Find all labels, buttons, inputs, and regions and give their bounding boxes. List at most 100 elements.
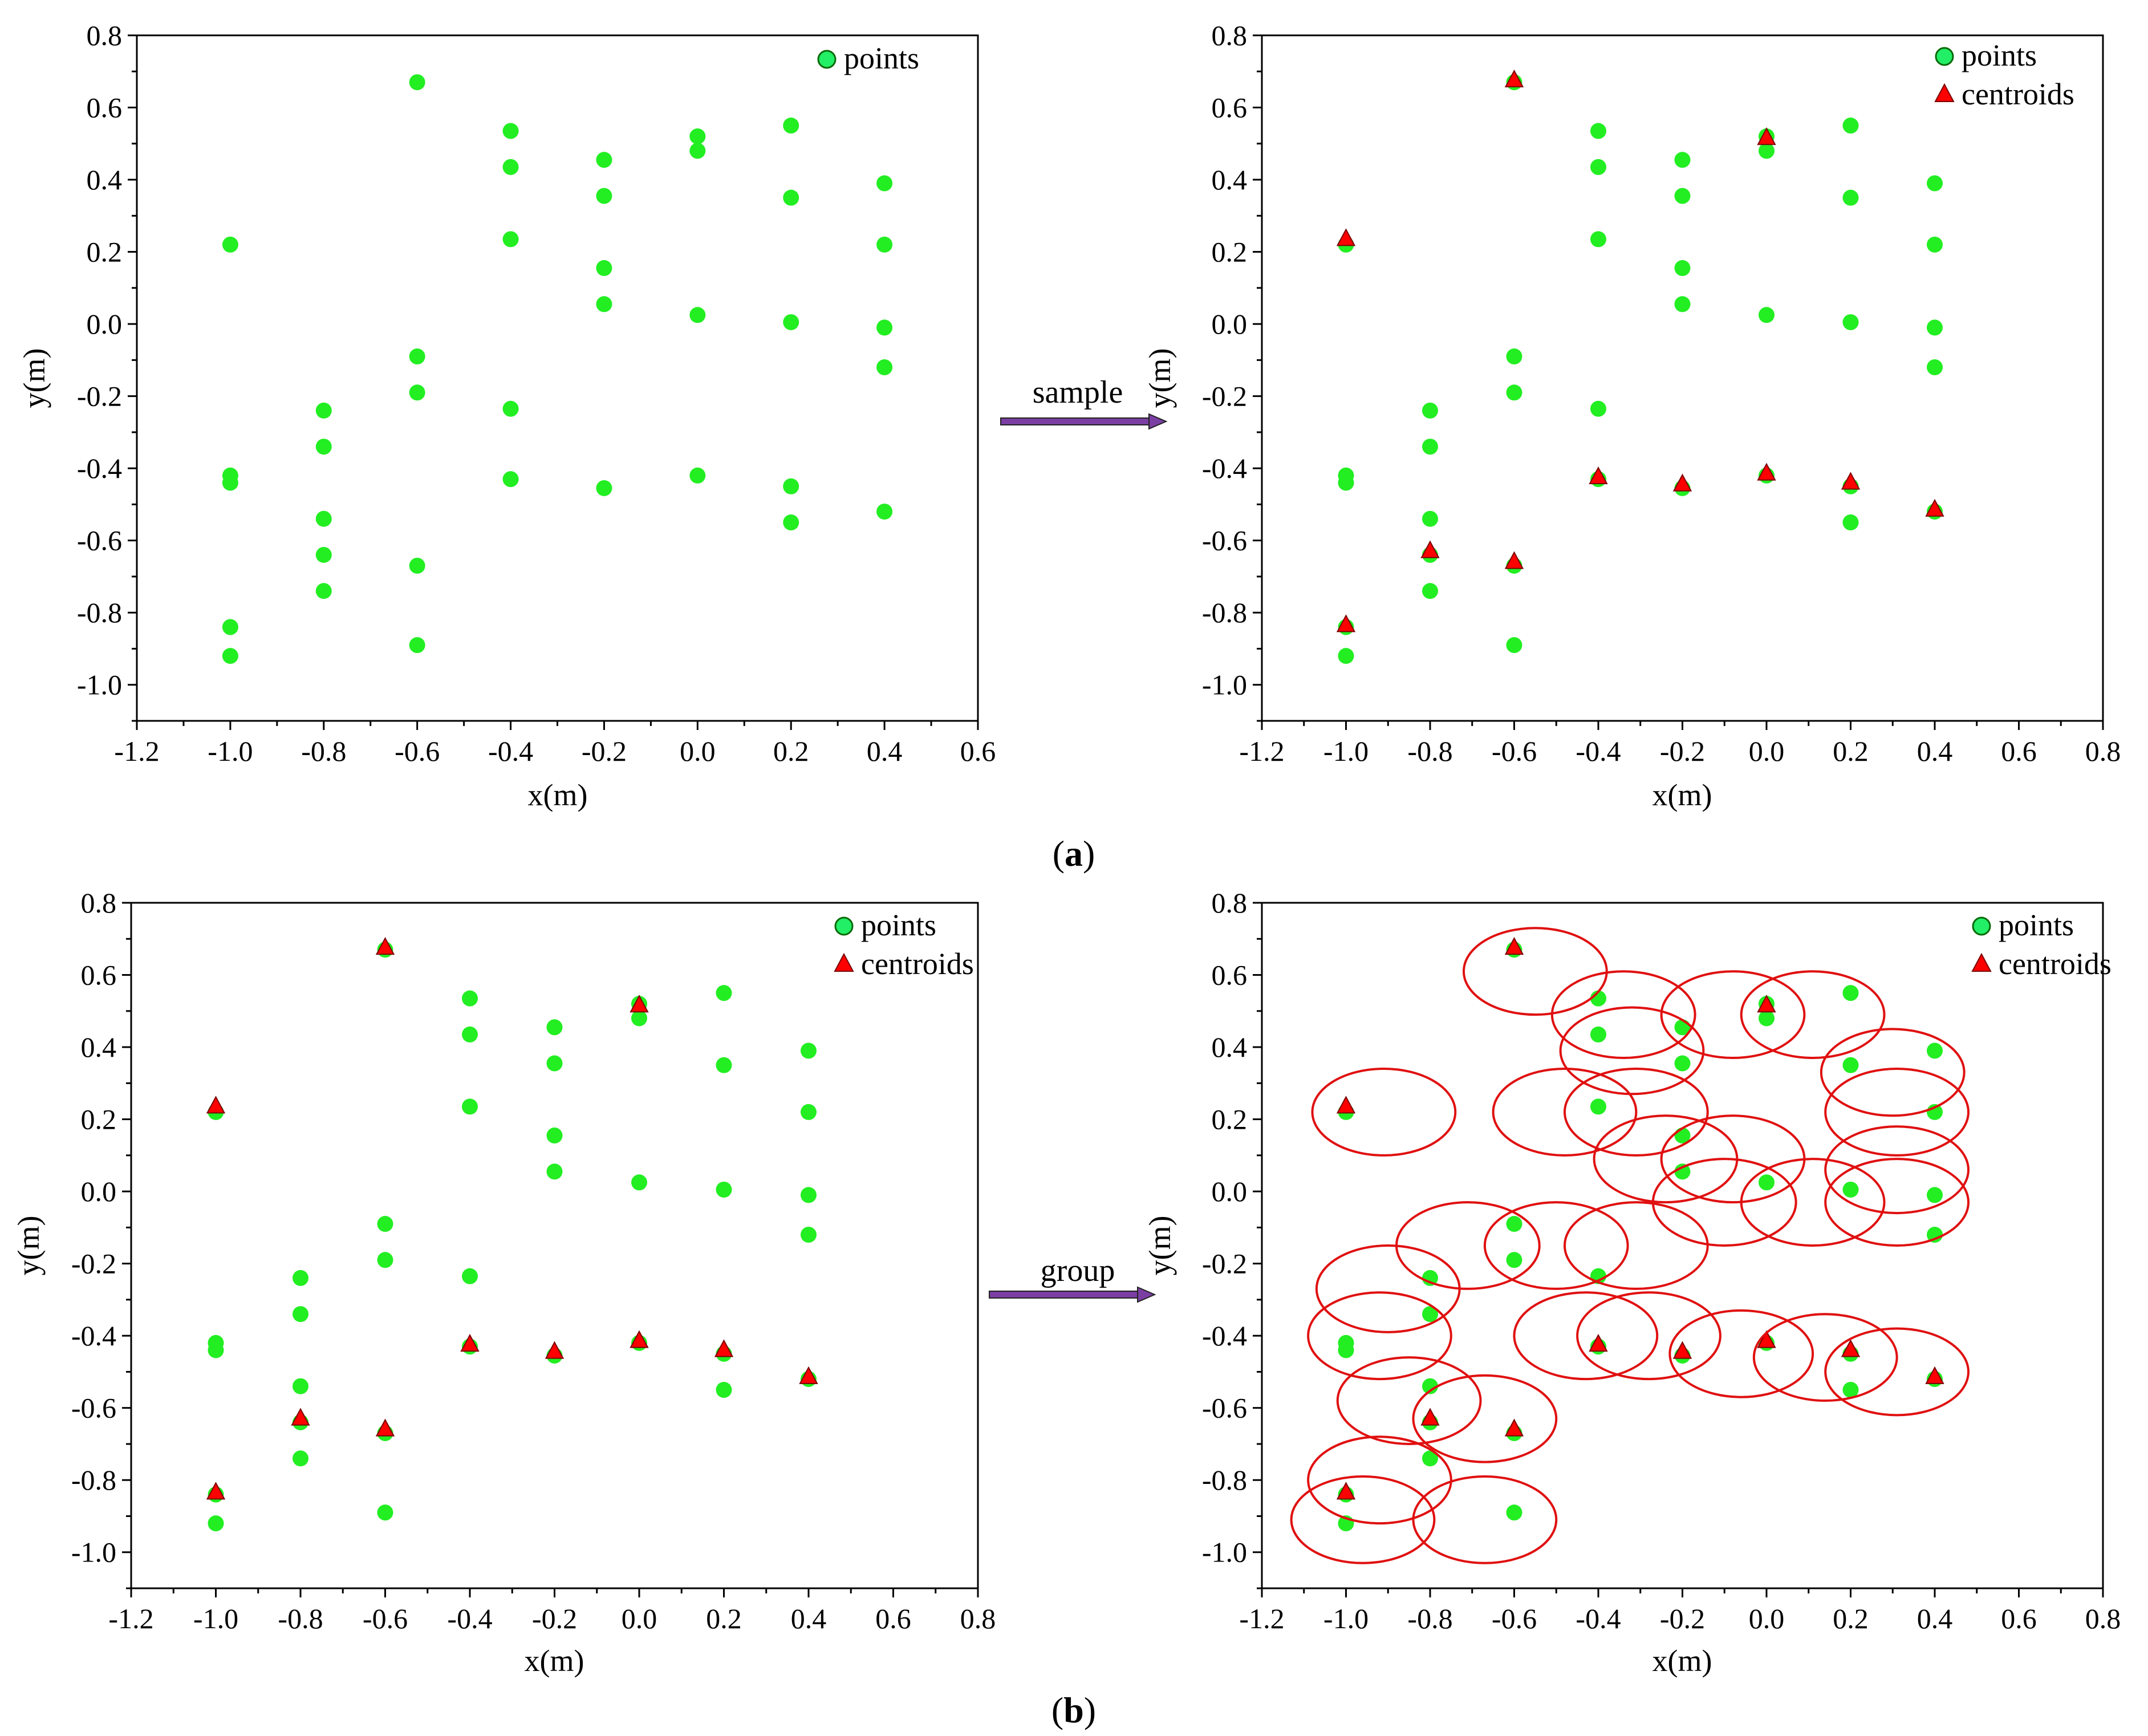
x-tick-label: 0.6 bbox=[875, 1603, 911, 1634]
centroid-marker bbox=[1336, 614, 1356, 632]
data-point bbox=[596, 188, 612, 204]
data-point bbox=[1759, 1010, 1775, 1027]
group-ellipse bbox=[1564, 1201, 1709, 1290]
data-point bbox=[1759, 307, 1775, 323]
legend-points-marker bbox=[834, 916, 854, 936]
group-ellipse bbox=[1740, 1158, 1886, 1247]
legend-points-label: points bbox=[844, 41, 919, 75]
data-point bbox=[1422, 1306, 1438, 1323]
data-point bbox=[1590, 1026, 1606, 1043]
x-axis-label: x(m) bbox=[525, 1644, 584, 1678]
y-tick-label: 0.0 bbox=[81, 1175, 117, 1207]
group-ellipse bbox=[1824, 1158, 1970, 1247]
x-tick-label: -0.2 bbox=[1660, 1603, 1705, 1634]
data-point bbox=[546, 1019, 563, 1036]
legend-points-marker bbox=[1935, 47, 1954, 66]
y-tick-label: -0.2 bbox=[1202, 380, 1247, 412]
group-ellipse bbox=[1668, 1309, 1814, 1398]
y-tick-label: -1.0 bbox=[71, 1536, 116, 1568]
y-tick-label: 0.8 bbox=[1212, 19, 1248, 51]
x-tick-label: -1.0 bbox=[208, 735, 253, 767]
plot-frame bbox=[1261, 34, 2104, 722]
data-point bbox=[1338, 474, 1354, 491]
data-point bbox=[1590, 123, 1606, 139]
legend-centroids-marker bbox=[834, 952, 854, 972]
data-point bbox=[293, 1306, 308, 1323]
centroid-marker bbox=[1757, 463, 1776, 481]
x-tick-label: -0.2 bbox=[532, 1603, 577, 1634]
x-tick-label: -0.8 bbox=[1407, 1603, 1452, 1634]
x-tick-label: -0.8 bbox=[278, 1603, 323, 1634]
data-point bbox=[409, 557, 425, 574]
x-axis-label: x(m) bbox=[528, 778, 588, 812]
y-tick-label: 0.6 bbox=[87, 92, 123, 124]
caption-a: (a) bbox=[1053, 833, 1095, 874]
x-tick-label: 0.4 bbox=[1917, 1603, 1953, 1634]
group-ellipse bbox=[1513, 1291, 1659, 1381]
data-point bbox=[208, 1515, 224, 1532]
x-tick-label: 0.8 bbox=[2085, 735, 2121, 767]
legend-centroids-label: centroids bbox=[1962, 77, 2074, 111]
data-point bbox=[409, 384, 425, 401]
data-point bbox=[689, 467, 706, 484]
legend-centroids-marker bbox=[1934, 83, 1955, 102]
data-point bbox=[876, 504, 893, 520]
y-tick-label: 0.4 bbox=[87, 164, 123, 196]
group-ellipse bbox=[1559, 1006, 1705, 1096]
caption-a-close: ) bbox=[1083, 833, 1095, 874]
centroid-marker bbox=[1757, 995, 1776, 1013]
legend-points-label: points bbox=[1962, 38, 2037, 72]
y-tick-label: 0.8 bbox=[87, 19, 123, 51]
centroid-marker bbox=[1841, 472, 1861, 490]
data-point bbox=[1506, 1504, 1522, 1521]
x-tick-label: 0.8 bbox=[960, 1603, 996, 1634]
centroid-marker bbox=[1925, 1366, 1944, 1384]
data-point bbox=[1842, 1382, 1859, 1398]
centroid-marker bbox=[1925, 498, 1944, 517]
data-point bbox=[502, 471, 519, 488]
group-ellipse bbox=[1483, 1201, 1629, 1290]
x-tick-label: 0.6 bbox=[2001, 735, 2037, 767]
centroid-marker bbox=[1841, 1339, 1861, 1357]
x-tick-label: -1.2 bbox=[114, 735, 159, 767]
data-point bbox=[783, 314, 799, 330]
panel-b-left: -1.2 -1.0 -0.8 -0.6 -0.4 -0.2 0.0 0.2 0.4 0.6 0.8 -… bbox=[11, 887, 996, 1678]
data-point bbox=[1842, 1181, 1859, 1198]
x-tick-label: 0.0 bbox=[1749, 1603, 1785, 1634]
group-ellipse bbox=[1740, 970, 1886, 1060]
data-point bbox=[377, 1252, 393, 1268]
legend-centroids-marker bbox=[1971, 952, 1992, 972]
caption-a-open: ( bbox=[1053, 833, 1065, 874]
group-ellipse bbox=[1752, 1313, 1898, 1402]
panel-a-right: -1.2 -1.0 -0.8 -0.6 -0.4 -0.2 0.0 0.2 0.4 0.6 0.8 -… bbox=[1143, 19, 2121, 812]
data-point bbox=[801, 1187, 817, 1203]
centroid-marker bbox=[1504, 551, 1524, 569]
data-point bbox=[377, 1504, 393, 1521]
centroid-marker bbox=[1336, 228, 1356, 246]
legend-centroids-label: centroids bbox=[861, 947, 974, 981]
group-ellipse bbox=[1576, 1291, 1721, 1381]
group-ellipse bbox=[1651, 1158, 1797, 1247]
data-point bbox=[546, 1163, 563, 1180]
data-point bbox=[596, 152, 612, 168]
data-point bbox=[377, 1216, 393, 1232]
group-ellipse bbox=[1824, 1125, 1970, 1215]
legend-centroids-label: centroids bbox=[1999, 947, 2112, 981]
data-point bbox=[1674, 1055, 1691, 1072]
data-point bbox=[293, 1450, 308, 1467]
data-point bbox=[1842, 985, 1859, 1001]
centroid-marker bbox=[1504, 936, 1524, 955]
data-point bbox=[462, 1098, 478, 1115]
group-ellipse bbox=[1660, 970, 1806, 1060]
group-ellipse bbox=[1492, 1068, 1638, 1157]
data-point bbox=[1422, 510, 1438, 527]
y-tick-label: -0.6 bbox=[1202, 525, 1247, 557]
group-arrow-shaft bbox=[989, 1291, 1138, 1299]
data-point bbox=[1759, 1174, 1775, 1191]
data-point bbox=[876, 359, 893, 376]
group-ellipse bbox=[1820, 1028, 1966, 1117]
x-tick-label: -0.8 bbox=[301, 735, 346, 767]
data-point bbox=[502, 159, 519, 175]
data-point bbox=[222, 236, 238, 253]
x-tick-label: -0.6 bbox=[1492, 735, 1537, 767]
